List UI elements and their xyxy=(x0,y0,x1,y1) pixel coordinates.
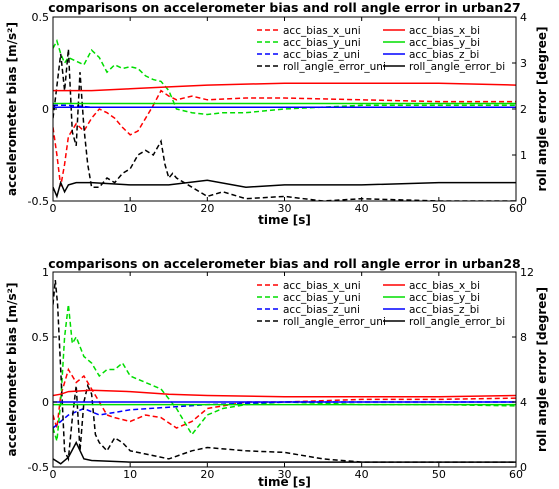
series-line-roll_angle_error_bi xyxy=(53,179,516,199)
legend-label: acc_bias_z_bi xyxy=(409,49,479,61)
x-tick-label: 50 xyxy=(432,202,446,215)
legend-label: roll_angle_error_uni xyxy=(283,61,386,73)
legend-label: roll_angle_error_uni xyxy=(283,316,386,328)
x-tick-label: 10 xyxy=(123,202,137,215)
x-axis-label: time [s] xyxy=(258,475,311,489)
series-line-acc_bias_x_uni xyxy=(53,367,516,429)
legend-label: acc_bias_x_bi xyxy=(409,25,480,37)
chart-title: comparisons on accelerometer bias and ro… xyxy=(48,0,520,15)
y-tick-label: 0 xyxy=(42,396,49,409)
x-tick-label: 60 xyxy=(509,468,523,481)
y-tick-label: -0.5 xyxy=(28,195,49,208)
y-right-axis-label: roll angle error [degree] xyxy=(535,26,549,191)
x-tick-label: 40 xyxy=(355,468,369,481)
legend-label: roll_angle_error_bi xyxy=(409,61,505,73)
series-line-acc_bias_x_bi xyxy=(53,82,516,92)
y-right-tick-label: 8 xyxy=(520,331,527,344)
chart-title: comparisons on accelerometer bias and ro… xyxy=(48,256,520,271)
legend-label: acc_bias_x_bi xyxy=(409,280,480,292)
x-axis-label: time [s] xyxy=(258,213,311,227)
x-tick-label: 30 xyxy=(278,202,292,215)
y-right-axis-label: roll angle error [degree] xyxy=(535,287,549,452)
series-group xyxy=(53,280,516,465)
legend-label: acc_bias_y_bi xyxy=(409,292,480,304)
legend-label: acc_bias_z_uni xyxy=(283,304,360,316)
y-tick-label: 0.5 xyxy=(32,11,50,24)
legend-label: acc_bias_y_uni xyxy=(283,292,361,304)
chart-urban27: comparisons on accelerometer bias and ro… xyxy=(5,0,549,227)
x-tick-label: 30 xyxy=(278,468,292,481)
y-axis-label: accelerometer bias [m/s²] xyxy=(5,22,19,196)
series-line-acc_bias_y_uni xyxy=(53,38,516,116)
y-tick-label: 0 xyxy=(42,103,49,116)
series-line-acc_bias_z_uni xyxy=(53,401,516,429)
y-right-tick-label: 4 xyxy=(520,11,527,24)
y-right-tick-label: 12 xyxy=(520,266,534,279)
legend-label: acc_bias_y_bi xyxy=(409,37,480,49)
x-tick-label: 50 xyxy=(432,468,446,481)
x-tick-label: 10 xyxy=(123,468,137,481)
legend-label: acc_bias_z_bi xyxy=(409,304,479,316)
x-tick-label: 0 xyxy=(50,202,57,215)
legend-label: acc_bias_z_uni xyxy=(283,49,360,61)
series-line-roll_angle_error_bi xyxy=(53,440,516,465)
y-right-tick-label: 2 xyxy=(520,103,527,116)
series-line-acc_bias_x_bi xyxy=(53,389,516,398)
x-tick-label: 40 xyxy=(355,202,369,215)
y-tick-label: -0.5 xyxy=(28,461,49,474)
legend-label: acc_bias_x_uni xyxy=(283,25,361,37)
legend-label: roll_angle_error_bi xyxy=(409,316,505,328)
series-line-roll_angle_error_uni xyxy=(53,280,516,463)
x-tick-label: 20 xyxy=(200,468,214,481)
legend-label: acc_bias_x_uni xyxy=(283,280,361,292)
y-right-tick-label: 0 xyxy=(520,461,527,474)
y-right-tick-label: 3 xyxy=(520,57,527,70)
y-axis-label: accelerometer bias [m/s²] xyxy=(5,283,19,457)
y-right-tick-label: 1 xyxy=(520,149,527,162)
legend-label: acc_bias_y_uni xyxy=(283,37,361,49)
y-right-tick-label: 4 xyxy=(520,396,527,409)
x-tick-label: 60 xyxy=(509,202,523,215)
y-tick-label: 1 xyxy=(42,266,49,279)
x-tick-label: 0 xyxy=(50,468,57,481)
series-line-acc_bias_x_uni xyxy=(53,89,516,187)
x-tick-label: 20 xyxy=(200,202,214,215)
chart-urban28: comparisons on accelerometer bias and ro… xyxy=(5,256,549,489)
y-tick-label: 0.5 xyxy=(32,331,50,344)
y-right-tick-label: 0 xyxy=(520,195,527,208)
series-group xyxy=(53,38,516,201)
